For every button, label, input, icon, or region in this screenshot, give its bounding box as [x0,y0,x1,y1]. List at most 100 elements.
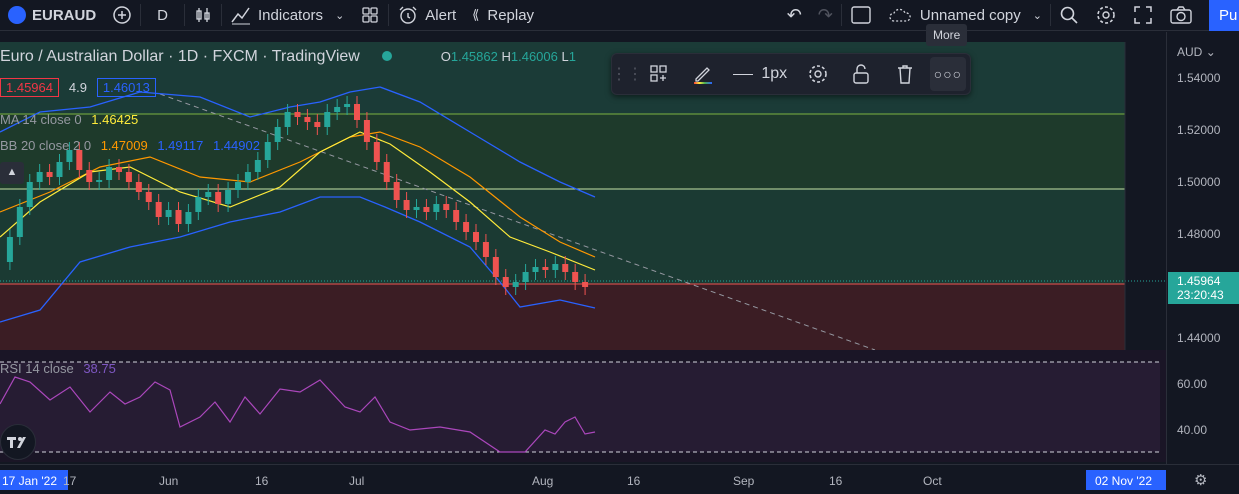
price-axis[interactable]: AUD ⌄ 1.54000 1.52000 1.50000 1.48000 1.4400… [1166,32,1239,464]
indicators-icon [231,7,251,25]
snapshot-button[interactable] [1161,0,1201,31]
bb-legend[interactable]: BB 20 close 2 0 1.47009 1.49117 1.44902 [0,138,260,153]
candles [6,96,589,295]
undo-button[interactable]: ↶ [786,4,802,25]
indicators-button[interactable]: Indicators ⌄ [222,0,352,31]
candle-body [66,150,73,162]
cloud-icon [889,8,911,22]
candle-body [403,200,410,210]
rsi-legend[interactable]: RSI 14 close 38.75 [0,361,116,376]
bb-lower-value: 1.44902 [212,138,260,153]
time-tick-label: Jul [349,474,365,488]
buy-button[interactable]: 1.46013 [96,78,156,97]
candle-body [6,237,13,262]
low-label: L [561,49,569,64]
tradingview-logo-icon [7,437,26,448]
candle-body [264,142,271,160]
sell-button[interactable]: 1.45964 [0,78,59,97]
chart-type-button[interactable] [185,0,221,31]
plus-circle-icon [113,6,131,24]
chevron-up-icon: ▲ [6,166,18,178]
time-tick-label: Jun [159,474,179,488]
layouts-button[interactable] [352,0,388,31]
candle-body [502,277,509,287]
trash-icon [897,65,912,84]
drag-handle-icon[interactable]: ⋮⋮ [611,66,643,83]
lock-button[interactable] [843,57,879,91]
chart-title: Euro / Australian Dollar · 1D · FXCM · T… [0,48,576,66]
candle-body [383,162,390,182]
drawing-rectangle-bottom[interactable] [0,284,1125,350]
candle-body [36,172,43,182]
time-axis[interactable]: 17 Jan '22 17 Jun 16 Jul Aug 16 Sep 16 Oct 02 No… [0,464,1239,494]
high-value: 1.46006 [510,49,558,64]
candle-body [26,182,33,207]
rewind-icon: ⟪ [472,7,480,22]
candle-body [324,112,331,127]
collapse-legend-button[interactable]: ▲ [0,162,24,184]
fullscreen-toggle-button[interactable] [842,0,880,31]
ma-legend-label: MA 14 close 0 [0,112,82,127]
currency-label: AUD [1177,45,1203,59]
top-toolbar: EURAUD D Indicators ⌄ Alert ⟪ Replay ↶ ↷ U… [0,0,1239,31]
axis-settings-button[interactable]: ⚙ [1194,471,1207,489]
candle-body [433,204,440,212]
fullscreen-button[interactable] [1125,0,1161,31]
quick-search-button[interactable] [1051,0,1087,31]
compare-button[interactable] [104,0,140,31]
grid-icon [362,7,378,23]
more-button[interactable]: ○○○ [929,57,966,91]
layout-name-button[interactable]: Unnamed copy ⌄ [880,0,1050,31]
candle-body [254,160,261,172]
bid-ask-row: 1.45964 4.9 1.46013 [0,78,156,97]
candle-body [582,282,589,287]
candle-body [453,210,460,222]
candle-body [344,104,351,107]
price-tick-label: 1.44000 [1177,331,1221,345]
symbol-search-button[interactable]: EURAUD [0,0,104,31]
candle-body [135,182,142,192]
candle-body [552,264,559,270]
candle-body [413,207,420,210]
drawing-rectangle-upper[interactable] [0,114,1125,189]
drawing-settings-button[interactable] [800,57,836,91]
redo-button[interactable]: ↷ [817,4,833,25]
rsi-legend-value: 38.75 [83,361,116,376]
alert-button[interactable]: Alert [389,0,464,31]
replay-button[interactable]: ⟪ Replay [464,0,542,31]
symbol-title: Euro / Australian Dollar · 1D · FXCM · T… [0,48,360,65]
candle-body [46,172,53,177]
rsi-tick-label: 40.00 [1177,423,1208,437]
low-value: 1 [568,49,576,64]
currency-selector[interactable]: AUD ⌄ [1177,45,1216,59]
line-color-button[interactable] [685,57,721,91]
candle-body [125,172,132,182]
candle-body [463,222,470,232]
square-icon [851,6,871,24]
tooltip-more: More [926,24,968,46]
candle-body [562,264,569,272]
gear-icon [808,65,827,83]
candle-body [96,180,103,182]
settings-button[interactable] [1087,0,1125,31]
high-label: H [501,49,511,64]
bar-countdown: 23:20:43 [1177,288,1224,302]
rsi-tick-label: 60.00 [1177,377,1208,391]
line-width-button[interactable]: 1px [728,57,792,91]
candle-body [165,210,172,217]
publish-button[interactable]: Pu [1209,0,1239,31]
chart-canvas[interactable] [0,32,1239,462]
time-tick-label: 16 [627,474,641,488]
search-icon [1060,6,1078,24]
ma-legend[interactable]: MA 14 close 0 1.46425 [0,112,138,127]
interval-button[interactable]: D [157,6,169,24]
template-button[interactable] [641,57,677,91]
bb-legend-label: BB 20 close 2 0 [0,138,92,153]
candle-body [314,122,321,127]
candle-body [473,232,479,242]
delete-button[interactable] [887,57,923,91]
more-dots-icon: ○○○ [933,66,963,82]
tradingview-logo[interactable] [0,424,36,460]
line-width-label: 1px [761,65,788,82]
candle-body [354,104,360,120]
